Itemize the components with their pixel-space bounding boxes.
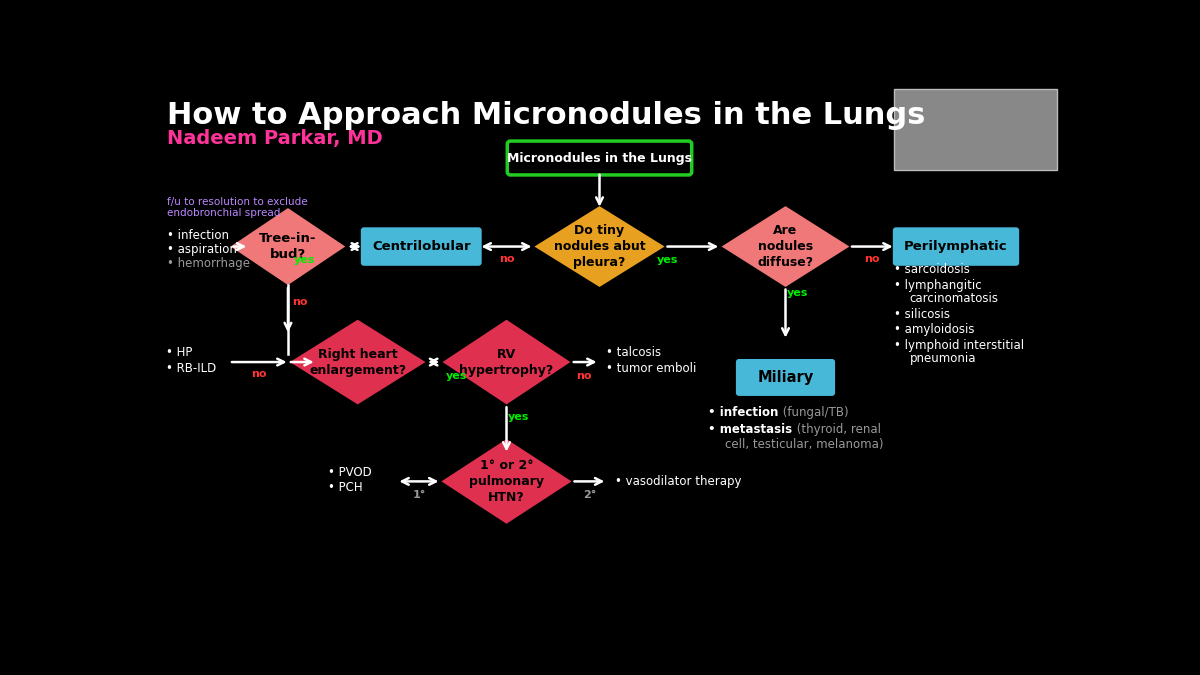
Text: 1° or 2°
pulmonary
HTN?: 1° or 2° pulmonary HTN? <box>469 459 544 504</box>
Text: Centrilobular: Centrilobular <box>372 240 470 253</box>
Text: yes: yes <box>658 255 678 265</box>
Text: carcinomatosis: carcinomatosis <box>910 292 998 305</box>
Text: • hemorrhage: • hemorrhage <box>167 257 250 270</box>
Polygon shape <box>443 320 570 404</box>
Text: Micronodules in the Lungs: Micronodules in the Lungs <box>508 151 692 165</box>
Text: • RB-ILD: • RB-ILD <box>166 362 216 375</box>
Text: yes: yes <box>445 371 467 381</box>
Text: pneumonia: pneumonia <box>910 352 976 365</box>
Text: no: no <box>576 371 592 381</box>
Text: • sarcoidosis: • sarcoidosis <box>894 263 970 276</box>
Text: • talcosis: • talcosis <box>606 346 661 359</box>
Text: • aspiration: • aspiration <box>167 243 236 256</box>
FancyBboxPatch shape <box>736 359 835 396</box>
Text: Perilymphatic: Perilymphatic <box>904 240 1008 253</box>
Text: no: no <box>292 297 307 307</box>
Text: endobronchial spread: endobronchial spread <box>167 208 281 217</box>
Text: • lymphoid interstitial: • lymphoid interstitial <box>894 339 1024 352</box>
Text: Right heart
enlargement?: Right heart enlargement? <box>310 348 407 377</box>
Text: (fungal/TB): (fungal/TB) <box>779 406 848 418</box>
Polygon shape <box>230 208 346 285</box>
Text: 2°: 2° <box>583 490 596 500</box>
Text: How to Approach Micronodules in the Lungs: How to Approach Micronodules in the Lung… <box>167 101 925 130</box>
Text: no: no <box>251 369 266 379</box>
Polygon shape <box>534 206 665 287</box>
Text: Do tiny
nodules abut
pleura?: Do tiny nodules abut pleura? <box>553 224 646 269</box>
FancyBboxPatch shape <box>508 141 691 175</box>
Text: f/u to resolution to exclude: f/u to resolution to exclude <box>167 197 307 207</box>
Text: no: no <box>499 254 515 264</box>
Text: • PCH: • PCH <box>329 481 362 494</box>
Text: yes: yes <box>508 412 529 423</box>
Text: • vasodilator therapy: • vasodilator therapy <box>616 475 742 488</box>
Text: • amyloidosis: • amyloidosis <box>894 323 974 336</box>
FancyBboxPatch shape <box>893 227 1019 266</box>
Polygon shape <box>290 320 426 404</box>
Text: • PVOD: • PVOD <box>329 466 372 479</box>
FancyBboxPatch shape <box>894 88 1057 169</box>
Text: • lymphangitic: • lymphangitic <box>894 279 982 292</box>
Text: • infection: • infection <box>708 406 779 418</box>
Text: Are
nodules
diffuse?: Are nodules diffuse? <box>757 224 814 269</box>
Polygon shape <box>442 439 571 524</box>
Text: (thyroid, renal: (thyroid, renal <box>793 423 881 435</box>
FancyBboxPatch shape <box>361 227 481 266</box>
Text: • tumor emboli: • tumor emboli <box>606 362 696 375</box>
Text: • infection: • infection <box>167 230 229 242</box>
Text: Nadeem Parkar, MD: Nadeem Parkar, MD <box>167 129 383 148</box>
Text: RV
hypertrophy?: RV hypertrophy? <box>460 348 553 377</box>
Text: • metastasis: • metastasis <box>708 423 792 435</box>
Polygon shape <box>721 206 850 287</box>
Text: yes: yes <box>294 255 316 265</box>
Text: Miliary: Miliary <box>757 370 814 385</box>
Text: no: no <box>864 254 880 264</box>
Text: yes: yes <box>786 288 808 298</box>
Text: • silicosis: • silicosis <box>894 308 950 321</box>
Text: • HP: • HP <box>166 346 192 359</box>
Text: 1°: 1° <box>413 490 426 500</box>
Text: cell, testicular, melanoma): cell, testicular, melanoma) <box>725 438 883 451</box>
Text: Tree-in-
bud?: Tree-in- bud? <box>259 232 317 261</box>
